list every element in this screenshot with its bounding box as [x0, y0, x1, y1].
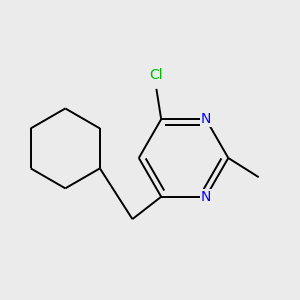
Text: N: N [201, 190, 211, 204]
Text: N: N [201, 112, 211, 126]
Text: Cl: Cl [150, 68, 163, 83]
